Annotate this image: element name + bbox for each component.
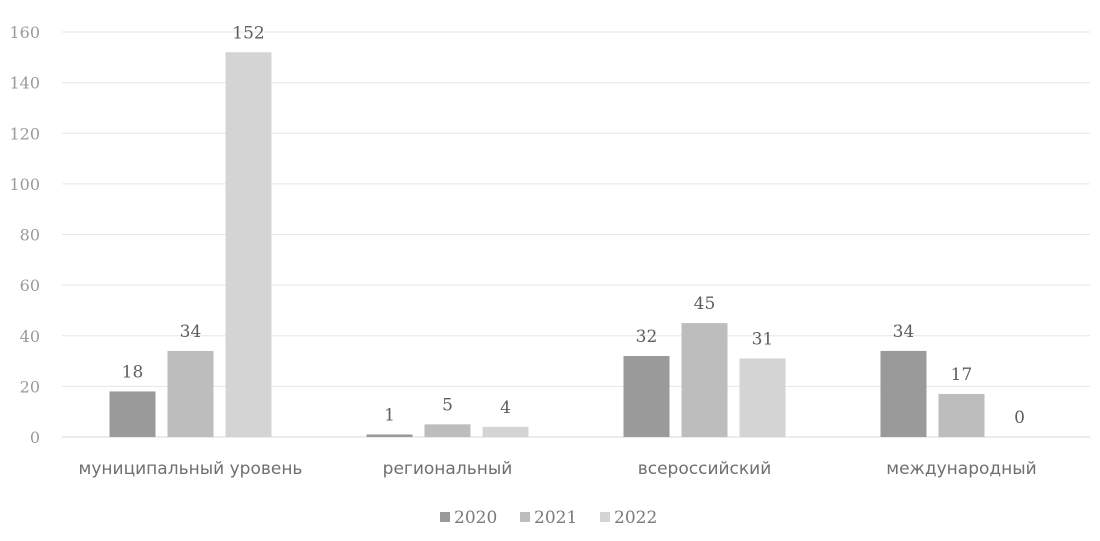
- category-labels: муниципальный уровень региональный всеросс…: [79, 459, 1037, 479]
- y-tick-label: 20: [20, 377, 40, 396]
- bars: [110, 52, 985, 437]
- category-label: региональный: [383, 459, 513, 479]
- bar-2020: [367, 434, 413, 437]
- legend-swatch-2020: [440, 512, 450, 522]
- bar-2020: [110, 391, 156, 437]
- data-label: 152: [232, 23, 264, 43]
- data-label: 17: [951, 365, 973, 385]
- category-label: всероссийский: [638, 459, 772, 479]
- y-tick-label: 40: [20, 327, 40, 346]
- bar-2020: [881, 351, 927, 437]
- bar-2021: [168, 351, 214, 437]
- data-label: 1: [384, 405, 395, 425]
- y-tick-label: 120: [9, 124, 40, 143]
- bar-2021: [682, 323, 728, 437]
- legend-label: 2021: [534, 508, 577, 528]
- category-label: муниципальный уровень: [79, 459, 303, 479]
- data-label: 0: [1014, 408, 1025, 428]
- gridlines: [62, 32, 1090, 437]
- legend-swatch-2022: [600, 512, 610, 522]
- legend-label: 2022: [614, 508, 657, 528]
- legend: 2020 2021 2022: [440, 508, 657, 528]
- y-tick-label: 0: [30, 428, 40, 447]
- legend-label: 2020: [454, 508, 497, 528]
- data-label: 34: [180, 322, 202, 342]
- bar-2021: [939, 394, 985, 437]
- y-tick-label: 140: [9, 74, 40, 93]
- category-label: международный: [886, 459, 1036, 479]
- y-axis-ticks: 0 20 40 60 80 100 120 140 160: [9, 23, 40, 447]
- y-tick-label: 80: [20, 226, 40, 245]
- data-label: 45: [694, 294, 716, 314]
- bar-2022: [226, 52, 272, 437]
- data-label: 4: [500, 398, 511, 418]
- y-tick-label: 160: [9, 23, 40, 42]
- bar-2020: [624, 356, 670, 437]
- bar-2022: [740, 359, 786, 437]
- data-label: 32: [636, 327, 658, 347]
- data-label: 18: [122, 362, 144, 382]
- y-tick-label: 60: [20, 276, 40, 295]
- bar-2021: [425, 424, 471, 437]
- data-label: 31: [752, 330, 774, 350]
- legend-swatch-2021: [520, 512, 530, 522]
- data-label: 5: [442, 395, 453, 415]
- data-label: 34: [893, 322, 915, 342]
- y-tick-label: 100: [9, 175, 40, 194]
- bar-2022: [483, 427, 529, 437]
